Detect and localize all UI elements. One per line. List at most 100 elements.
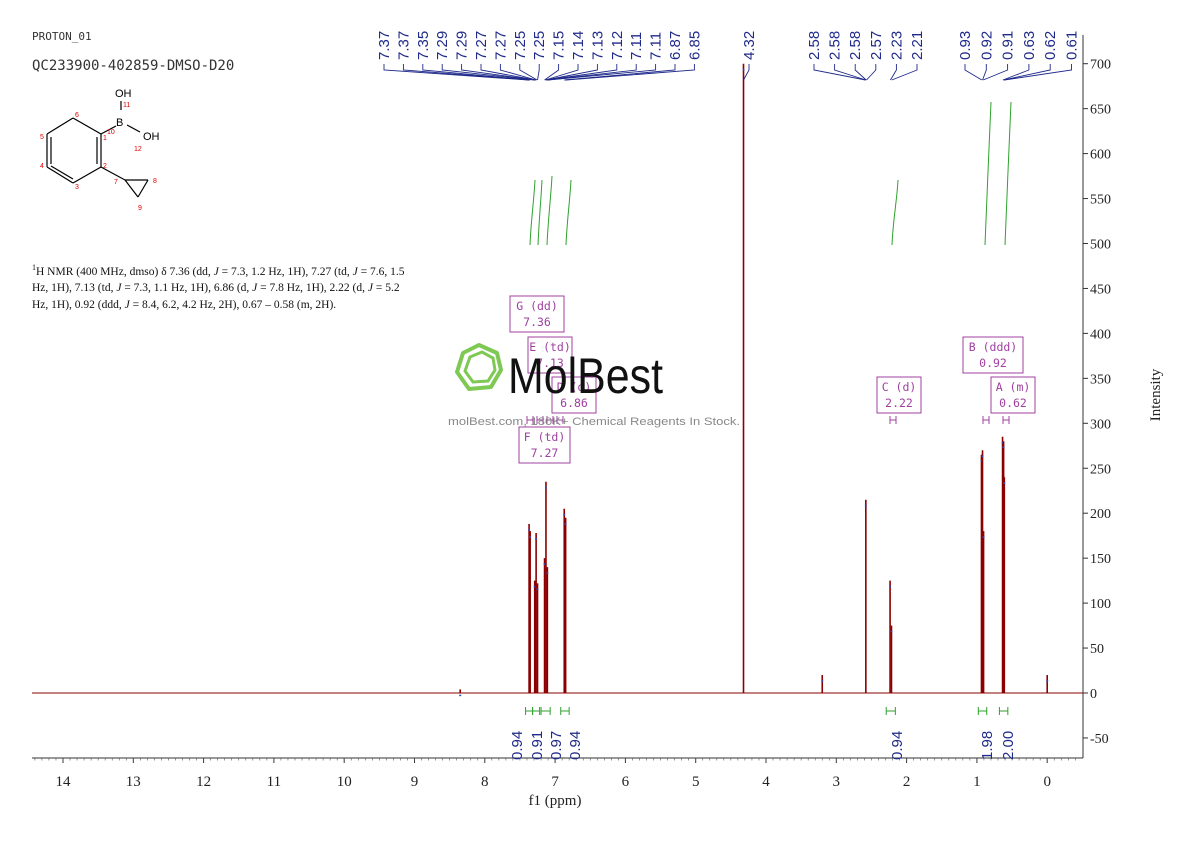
x-tick-label: 3 xyxy=(833,774,841,790)
multiplet-id: C (d) xyxy=(882,380,917,394)
y-tick-label: 650 xyxy=(1090,103,1111,118)
integral-curve xyxy=(537,179,543,246)
peak-label-leader xyxy=(813,64,866,81)
x-tick-label: 8 xyxy=(481,774,489,790)
integral-value: 0.94 xyxy=(509,731,526,760)
atom-index-6: 6 xyxy=(75,112,79,119)
multiplet-frame xyxy=(527,336,573,374)
multiplet-shift: 0.92 xyxy=(979,356,1007,370)
peak-label: 6.87 xyxy=(667,31,684,60)
y-tick-label: 700 xyxy=(1090,58,1111,73)
peak-label-leader xyxy=(544,64,560,81)
peak-label: 7.25 xyxy=(512,31,529,60)
x-axis-label: f1 (ppm) xyxy=(529,793,582,809)
multiplet-id: A (m) xyxy=(996,380,1031,394)
peak-labels: 7.37 7.37 7.35 7.29 7.29 7.27 7.27 7.25 7.25 7.15… xyxy=(376,31,1081,81)
integral-value: 0.94 xyxy=(567,731,584,760)
peak-label-leader xyxy=(743,64,750,81)
y-tick-label: 0 xyxy=(1090,687,1097,702)
spectrum-trace xyxy=(32,63,1083,697)
peak-label: 7.27 xyxy=(473,31,490,60)
atom-index-1: 1 xyxy=(103,135,107,142)
molbest-logo-icon xyxy=(455,343,503,391)
integral-value: 0.94 xyxy=(889,731,906,760)
peak-label: 7.25 xyxy=(531,31,548,60)
peak-label: 7.35 xyxy=(415,31,432,60)
multiplet-box: D (d) 6.86 xyxy=(546,376,597,424)
multiplet-box: C (d) 2.22 xyxy=(876,376,922,424)
multiplet-box: E (td) 7.13 xyxy=(527,336,573,424)
y-tick-label: 500 xyxy=(1090,238,1111,253)
peak-label-leader xyxy=(1003,64,1051,81)
watermark-tagline: molBest.com, 180K+ Chemical Reagents In … xyxy=(448,416,740,428)
peak-label-leader xyxy=(383,64,530,81)
multiplet-frame xyxy=(518,426,571,464)
peak-label-leader xyxy=(537,64,540,81)
x-tick-label: 4 xyxy=(762,774,770,790)
chart-axes: -500501001502002503003504004505005506006… xyxy=(32,35,1164,809)
peak-label-leader xyxy=(1002,64,1030,81)
multiplet-shift: 7.13 xyxy=(536,356,564,370)
peak-label-leader xyxy=(564,64,676,81)
integral-value: 1.98 xyxy=(979,731,996,760)
peak-label-leader xyxy=(461,64,536,81)
integral-value: 2.00 xyxy=(1000,731,1017,760)
atom-b: B xyxy=(116,117,123,129)
x-tick-label: 14 xyxy=(56,774,72,790)
multiplet-frame xyxy=(509,295,565,333)
x-tick-label: 12 xyxy=(196,774,211,790)
peak-label: 0.63 xyxy=(1021,31,1038,60)
atom-index-3: 3 xyxy=(75,184,79,191)
peak-label: 2.58 xyxy=(827,31,844,60)
multiplet-frame xyxy=(551,376,597,414)
y-tick-label: 350 xyxy=(1090,372,1111,387)
atom-index-9: 9 xyxy=(138,205,142,212)
peak-label-leader xyxy=(834,64,866,81)
multiplet-box: F (td) 7.27 xyxy=(518,416,571,464)
peak-label-leader xyxy=(565,64,695,81)
y-tick-label: 400 xyxy=(1090,327,1111,342)
peak-label: 7.14 xyxy=(570,31,587,60)
x-tick-label: 9 xyxy=(411,774,419,790)
x-tick-label: 7 xyxy=(551,774,559,790)
multiplet-id: D (d) xyxy=(557,380,592,394)
peak-label-leader xyxy=(890,64,897,81)
multiplet-frame xyxy=(876,376,922,414)
peak-label: 4.32 xyxy=(741,31,758,60)
peak-label: 2.57 xyxy=(868,31,885,60)
integral-curve xyxy=(565,179,572,246)
atom-index-11: 11 xyxy=(123,102,130,109)
peak-label-leader xyxy=(519,64,538,81)
peak-label: 2.58 xyxy=(806,31,823,60)
x-tick-label: 11 xyxy=(267,774,281,790)
atom-index-2: 2 xyxy=(103,163,107,170)
peak-label-leader xyxy=(546,64,618,81)
peak-label-leader xyxy=(480,64,536,81)
molecule-structure: OH 11 B 10 OH 12 1 2 3 4 5 6 7 8 9 xyxy=(40,88,160,212)
integral-curve xyxy=(1004,101,1012,246)
peak-label: 7.15 xyxy=(551,31,568,60)
peak-label-leader xyxy=(891,64,918,81)
atom-index-5: 5 xyxy=(40,134,44,141)
atom-oh-right: OH xyxy=(143,131,160,143)
x-tick-label: 10 xyxy=(337,774,352,790)
peak-label-leader xyxy=(866,64,877,81)
molbest-watermark: MolBest molBest.com, 180K+ Chemical Reag… xyxy=(448,343,740,428)
integral-curve xyxy=(891,179,899,246)
peak-label: 0.91 xyxy=(1000,31,1017,60)
peak-label: 7.11 xyxy=(628,32,645,60)
y-tick-label: 200 xyxy=(1090,507,1111,522)
integral-value: 0.91 xyxy=(529,731,546,760)
peak-label: 7.37 xyxy=(376,31,393,60)
peak-label-leader xyxy=(422,64,531,81)
multiplet-shift: 0.62 xyxy=(999,396,1027,410)
peak-label: 0.62 xyxy=(1042,31,1059,60)
integral-curve xyxy=(529,179,536,246)
peak-label: 2.21 xyxy=(909,31,926,60)
peak-label: 7.11 xyxy=(648,32,665,60)
peak-label: 0.93 xyxy=(957,31,974,60)
x-tick-label: 0 xyxy=(1043,774,1051,790)
peak-label-leader xyxy=(545,64,579,81)
peak-label: 7.29 xyxy=(434,31,451,60)
y-tick-label: 100 xyxy=(1090,597,1111,612)
